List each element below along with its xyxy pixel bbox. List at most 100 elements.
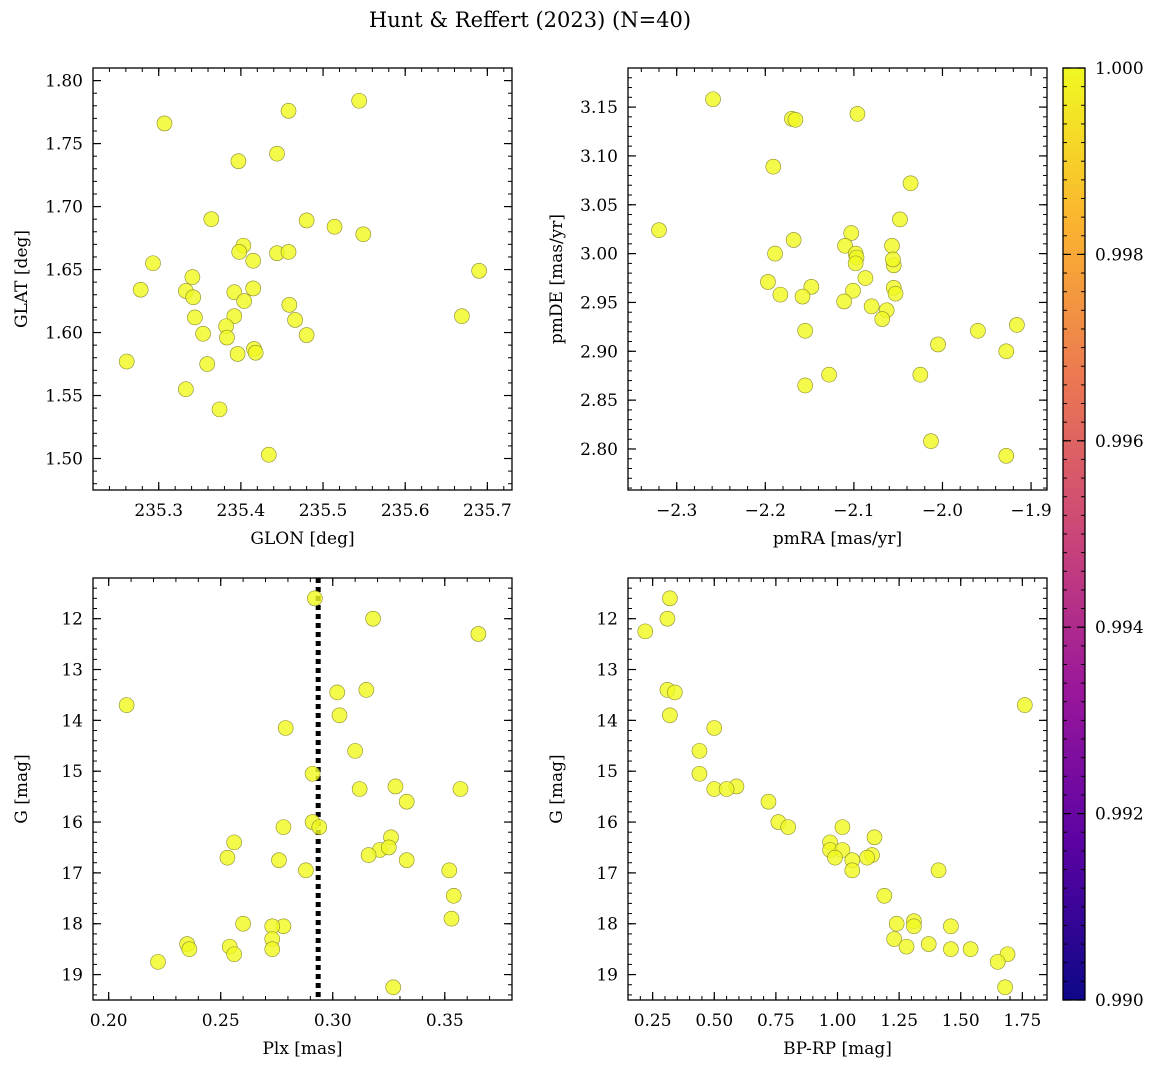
y-tick-label: 1.55: [45, 387, 83, 407]
scatter-point: [662, 590, 678, 607]
scatter-point: [920, 936, 937, 952]
colorbar-tick-label: 0.990: [1095, 991, 1144, 1011]
scatter-point: [245, 280, 262, 297]
scatter-point: [797, 377, 813, 394]
scatter-point: [705, 91, 721, 108]
minor-ticks: [93, 577, 513, 1000]
scatter-point: [760, 793, 777, 810]
scatter-point: [943, 918, 959, 935]
scatter-point: [767, 245, 783, 262]
scatter-points: [118, 92, 487, 463]
scatter-point: [245, 252, 262, 269]
y-tick-label: 3.00: [580, 245, 618, 265]
scatter-point: [181, 941, 198, 957]
y-tick-label: 1.70: [45, 198, 83, 218]
scatter-point: [836, 293, 852, 310]
scatter-point: [772, 286, 789, 303]
scatter-point: [962, 941, 979, 957]
x-tick-label: 0.25: [202, 1011, 240, 1031]
scatter-point: [863, 298, 880, 315]
scatter-point: [271, 852, 287, 868]
colorbar-tick-label: 1.000: [1095, 59, 1144, 79]
scatter-point: [229, 346, 246, 362]
scatter-point: [706, 720, 723, 736]
x-axis-title: Plx [mas]: [262, 1039, 342, 1059]
scatter-point: [264, 941, 281, 957]
scatter-point: [355, 226, 372, 243]
x-tick-label: −1.9: [1010, 501, 1051, 521]
colorbar-tick-label: 0.996: [1095, 432, 1144, 452]
scatter-point: [118, 353, 135, 370]
scatter-point: [226, 284, 243, 301]
scatter-point: [780, 819, 797, 835]
scatter-point: [211, 401, 228, 418]
panel-bprp-g: 0.25 0.50 0.75 1.00 1.25 1.50 1.75 12 13 14 15 16 17…: [547, 577, 1048, 1059]
scatter-point: [280, 103, 297, 119]
scatter-point: [849, 106, 866, 122]
scatter-point: [874, 311, 891, 327]
minor-ticks: [627, 577, 1048, 1000]
scatter-point: [280, 244, 297, 260]
scatter-point: [902, 175, 919, 192]
x-tick-label: −2.3: [656, 501, 697, 521]
panel-plx-g: 0.20 0.25 0.30 0.35 12 13 14 15 16 17 18 19 Plx [mas…: [12, 577, 513, 1059]
y-tick-label: 1.60: [45, 324, 83, 344]
major-ticks: [628, 68, 1047, 490]
y-tick-label: 1.80: [45, 72, 83, 92]
x-tick-label: −2.2: [745, 501, 786, 521]
x-axis-title: pmRA [mas/yr]: [773, 529, 902, 549]
scatter-point: [718, 781, 735, 797]
minor-ticks: [92, 67, 512, 490]
x-tick-label: 1.25: [880, 1011, 918, 1031]
major-ticks: [93, 68, 512, 490]
scatter-point: [471, 263, 487, 279]
y-tick-label: 14: [596, 711, 618, 731]
scatter-point: [219, 329, 235, 346]
scatter-point: [651, 222, 667, 238]
colorbar-frame: [1062, 67, 1086, 1001]
y-axis-title: pmDE [mas/yr]: [547, 214, 567, 344]
y-tick-label: 2.90: [580, 342, 618, 362]
x-tick-label: 235.7: [463, 501, 512, 521]
y-tick-label: 19: [61, 966, 83, 986]
y-tick-label: 3.10: [580, 147, 618, 167]
y-tick-label: 18: [61, 915, 83, 935]
scatter-point: [187, 309, 203, 326]
y-tick-label: 2.95: [580, 293, 618, 313]
scatter-point: [923, 433, 939, 449]
minor-ticks: [628, 67, 1047, 490]
scatter-point: [199, 356, 215, 372]
scatter-point: [1009, 317, 1025, 333]
y-tick-label: 17: [61, 864, 83, 884]
y-tick-label: 15: [61, 762, 83, 782]
x-tick-label: 235.6: [381, 501, 430, 521]
x-tick-label: 1.50: [942, 1011, 980, 1031]
scatter-point: [247, 344, 264, 361]
scatter-point: [156, 115, 173, 132]
scatter-point: [298, 327, 315, 343]
scatter-point: [659, 610, 676, 627]
scatter-point: [906, 918, 922, 935]
scatter-points: [118, 590, 487, 996]
scatter-point: [998, 448, 1015, 464]
scatter-point: [885, 251, 901, 268]
scatter-point: [358, 682, 375, 698]
colorbar-tick-label: 0.998: [1095, 245, 1144, 265]
scatter-point: [351, 92, 367, 109]
y-tick-label: 2.85: [580, 391, 618, 411]
y-axis-title: G [mag]: [12, 754, 32, 823]
scatter-point: [360, 847, 377, 863]
scatter-point: [398, 852, 415, 868]
scatter-point: [231, 244, 248, 260]
scatter-point: [797, 322, 813, 339]
scatter-point: [298, 862, 314, 879]
panels: 235.3 235.4 235.5 235.6 235.7 1.50 1.55 1.60 1.6…: [12, 67, 1052, 1059]
x-axis-title: GLON [deg]: [250, 529, 354, 549]
y-tick-label: 1.75: [45, 135, 83, 155]
y-tick-label: 13: [61, 661, 83, 681]
x-axis-title: BP-RP [mag]: [783, 1039, 892, 1059]
scatter-point: [184, 269, 201, 285]
scatter-point: [667, 684, 683, 701]
x-tick-label: 0.30: [314, 1011, 352, 1031]
scatter-point: [454, 308, 470, 324]
